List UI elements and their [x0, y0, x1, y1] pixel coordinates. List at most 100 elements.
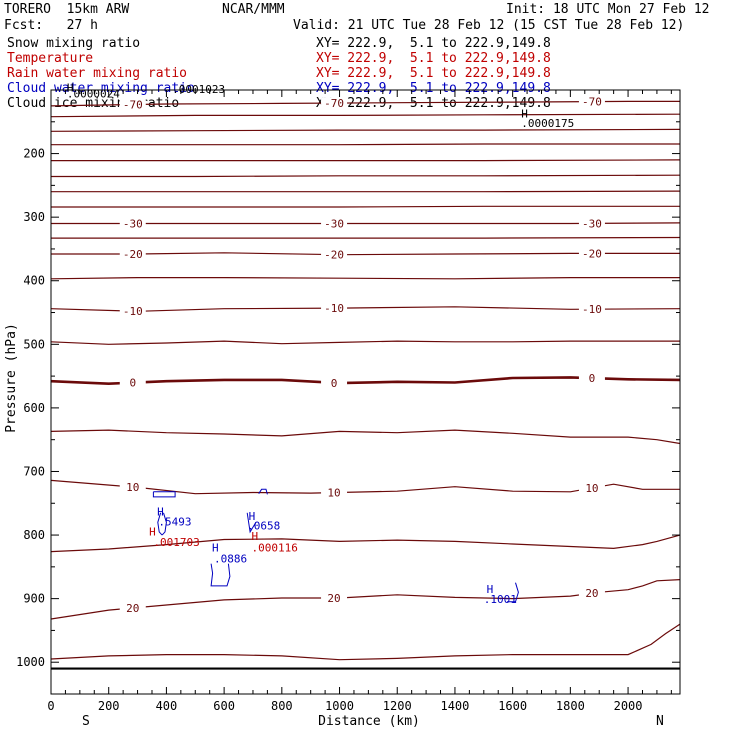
organization: NCAR/MMM — [222, 2, 285, 17]
isotherm-label: -70 — [582, 96, 602, 109]
field-xy-snow: XY= 222.9, 5.1 to 222.9,149.8 — [316, 36, 551, 51]
isotherm-label: 20 — [585, 587, 598, 600]
extremum-annotation: .5493 — [158, 516, 191, 529]
isotherm-line — [50, 113, 681, 118]
cloud-water-contour — [506, 582, 519, 603]
isotherm-label: -70 — [123, 99, 143, 112]
x-tick-label: 1200 — [383, 699, 412, 713]
isotherm-label: -30 — [123, 218, 143, 231]
isotherm-label-bg — [321, 486, 348, 499]
isotherm-label: 0 — [331, 377, 338, 390]
isotherm-label: -10 — [324, 302, 344, 315]
y-tick-label: 300 — [23, 210, 45, 224]
x-tick-label: 1600 — [498, 699, 527, 713]
cloud-water-contour — [152, 491, 176, 498]
isotherm-line — [50, 100, 680, 107]
isotherm-label-bg — [321, 248, 348, 261]
extremum-annotation: .0886 — [214, 552, 247, 565]
cloud-water-contour — [246, 512, 257, 534]
isotherm-label-bg — [119, 305, 146, 318]
isotherm-label-bg — [578, 587, 605, 600]
valid-time: Valid: 21 UTC Tue 28 Feb 12 (15 CST Tue … — [293, 18, 685, 33]
extremum-annotation: H — [249, 510, 256, 523]
isotherm-label-bg — [578, 303, 605, 316]
isotherm-label: 20 — [126, 602, 139, 615]
x-axis-label: Distance (km) — [318, 714, 420, 729]
extremum-annotation: H — [252, 530, 259, 543]
cloud-water-contour — [210, 563, 231, 587]
y-tick-label: 200 — [23, 147, 45, 161]
isotherm-label-bg — [321, 591, 348, 604]
cloud-water-contour — [161, 512, 167, 536]
isotherm-label-bg — [578, 372, 605, 385]
isotherm-label: 0 — [589, 372, 596, 385]
isotherm-label-bg — [119, 248, 146, 261]
isotherm-label-bg — [119, 480, 146, 493]
isotherm-line — [50, 128, 681, 132]
isotherm-label: 10 — [585, 482, 598, 495]
isotherm-line — [50, 340, 680, 345]
isotherm-label: -20 — [582, 247, 602, 260]
isotherm-line — [50, 579, 681, 620]
isotherm-line — [51, 205, 680, 208]
y-tick-label: 500 — [23, 337, 45, 351]
isotherm-label: -10 — [123, 305, 143, 318]
field-name-cloud-ice: Cloud ice mixing ratio — [7, 96, 180, 111]
isotherm-label-bg — [321, 376, 348, 389]
x-tick-label: 1400 — [440, 699, 469, 713]
field-xy-rain: XY= 222.9, 5.1 to 222.9,149.8 — [316, 66, 551, 81]
x-tick-label: 600 — [213, 699, 235, 713]
extremum-annotation: H — [149, 526, 156, 539]
isotherm-label-bg — [119, 601, 146, 614]
extremum-annotation: H — [67, 81, 74, 94]
extremum-annotation: .0000024 — [67, 88, 120, 101]
isotherm-label-bg — [119, 98, 146, 111]
y-tick-label: 800 — [23, 528, 45, 542]
extremum-annotation: .001703 — [153, 536, 199, 549]
y-axis-label: Pressure (hPa) — [4, 323, 19, 433]
isotherm-label: 0 — [129, 377, 136, 390]
y-tick-label: 600 — [23, 401, 45, 415]
isotherm-label: -20 — [324, 249, 344, 262]
isotherm-label-bg — [119, 376, 146, 389]
field-name-cloud-water: Cloud water mixing ratio — [7, 81, 195, 96]
isotherm-line — [51, 236, 681, 239]
isotherm-line — [51, 159, 681, 162]
extremum-annotation: H — [487, 583, 494, 596]
isotherm-line — [51, 143, 680, 146]
x-tick-label: 1000 — [325, 699, 354, 713]
isotherm-label: -70 — [324, 97, 344, 110]
y-tick-label: 1000 — [16, 655, 45, 669]
cloud-water-contours — [152, 488, 519, 603]
extremum-annotation: .0658 — [247, 519, 280, 532]
isotherm-line — [50, 479, 680, 495]
x-tick-label: 800 — [271, 699, 293, 713]
isotherm-label: -30 — [324, 218, 344, 231]
isotherm-label: 10 — [327, 487, 340, 500]
south-end-label: S — [82, 714, 90, 729]
extremum-annotation: H — [157, 505, 164, 518]
isotherm-label: 20 — [327, 592, 340, 605]
extremum-annotation: .0001023 — [172, 83, 225, 96]
extremum-annotation: H — [212, 542, 219, 555]
isotherm-label-bg — [321, 302, 348, 315]
north-end-label: N — [656, 714, 664, 729]
x-tick-label: 0 — [47, 699, 54, 713]
isotherm-label-bg — [119, 217, 146, 230]
isotherm-label-bg — [321, 97, 348, 110]
init-time: Init: 18 UTC Mon 27 Feb 12 — [506, 2, 710, 17]
isotherm-label: -10 — [582, 303, 602, 316]
isotherm-label-bg — [578, 217, 605, 230]
isotherm-label: -20 — [123, 248, 143, 261]
extremum-annotation: .000116 — [252, 542, 298, 555]
x-tick-label: 2000 — [614, 699, 643, 713]
field-name-snow: Snow mixing ratio — [7, 36, 141, 51]
isotherm-label: -30 — [582, 217, 602, 230]
field-name-rain: Rain water mixing ratio — [7, 66, 188, 81]
isotherm-line — [50, 277, 680, 280]
isotherm-label-bg — [578, 482, 605, 495]
cloud-water-contour — [258, 488, 268, 495]
isotherm-line — [50, 623, 681, 661]
isotherm-line — [51, 174, 681, 178]
